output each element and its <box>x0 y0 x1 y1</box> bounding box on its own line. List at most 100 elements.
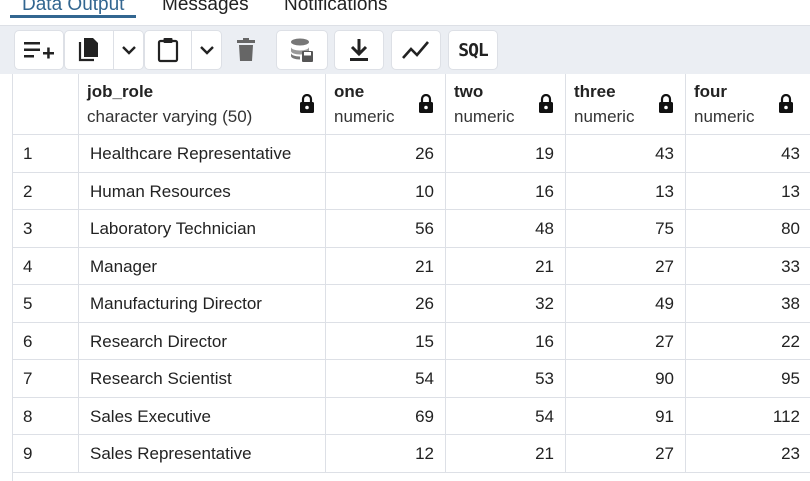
tab-label: Messages <box>162 0 249 15</box>
cell-two[interactable]: 32 <box>446 285 566 323</box>
lock-icon <box>659 94 673 113</box>
cell-three[interactable]: 27 <box>566 435 686 473</box>
cell-two[interactable]: 19 <box>446 135 566 173</box>
cell-four[interactable]: 43 <box>686 135 810 173</box>
delete-button[interactable] <box>222 30 270 70</box>
row-number[interactable]: 2 <box>13 172 79 210</box>
cell-one[interactable]: 10 <box>326 172 446 210</box>
clipboard-icon <box>157 38 179 63</box>
table-row[interactable]: 1 Healthcare Representative 26 19 43 43 <box>13 135 810 173</box>
cell-one[interactable]: 12 <box>326 435 446 473</box>
row-number[interactable]: 8 <box>13 397 79 435</box>
graph-visualiser-button[interactable] <box>391 30 441 70</box>
row-number[interactable]: 3 <box>13 210 79 248</box>
paste-button[interactable] <box>144 30 192 70</box>
copy-dropdown-button[interactable] <box>114 30 144 70</box>
cell-one[interactable]: 26 <box>326 135 446 173</box>
cell-two[interactable]: 21 <box>446 435 566 473</box>
table-row[interactable]: 7 Research Scientist 54 53 90 95 <box>13 360 810 398</box>
cell-four[interactable]: 22 <box>686 323 810 360</box>
cell-three[interactable]: 49 <box>566 285 686 323</box>
cell-two[interactable]: 16 <box>446 172 566 210</box>
column-header-three[interactable]: three numeric <box>566 74 686 135</box>
column-name: one <box>334 82 365 101</box>
cell-job-role[interactable]: Laboratory Technician <box>79 210 326 248</box>
cell-one[interactable]: 26 <box>326 285 446 323</box>
table-row[interactable]: 5 Manufacturing Director 26 32 49 38 <box>13 285 810 323</box>
row-number[interactable]: 5 <box>13 285 79 323</box>
cell-two[interactable]: 54 <box>446 397 566 435</box>
cell-one[interactable]: 56 <box>326 210 446 248</box>
save-data-button[interactable] <box>276 30 328 70</box>
cell-four[interactable]: 112 <box>686 398 810 435</box>
column-header-job-role[interactable]: job_role character varying (50) <box>79 74 326 135</box>
cell-three[interactable]: 90 <box>566 360 686 398</box>
data-grid: job_role character varying (50) one nume… <box>12 74 810 481</box>
cell-four[interactable]: 13 <box>686 173 810 210</box>
table-row[interactable]: 6 Research Director 15 16 27 22 <box>13 322 810 360</box>
tab-notifications[interactable]: Notifications <box>272 0 400 26</box>
row-number[interactable]: 4 <box>13 247 79 285</box>
column-name: two <box>454 82 484 101</box>
cell-one[interactable]: 21 <box>326 247 446 285</box>
cell-one[interactable]: 54 <box>326 360 446 398</box>
row-number-header[interactable] <box>13 74 79 135</box>
column-header-two[interactable]: two numeric <box>446 74 566 135</box>
row-number[interactable]: 9 <box>13 435 79 473</box>
database-save-icon <box>291 38 313 62</box>
column-name: job_role <box>87 82 154 101</box>
cell-two[interactable]: 53 <box>446 360 566 398</box>
cell-two[interactable]: 21 <box>446 247 566 285</box>
line-chart-icon <box>402 41 429 59</box>
tab-messages[interactable]: Messages <box>150 0 261 26</box>
cell-job-role[interactable]: Manager <box>79 247 326 285</box>
cell-four[interactable]: 33 <box>686 248 810 285</box>
cell-job-role[interactable]: Sales Representative <box>79 435 326 473</box>
cell-four[interactable]: 95 <box>686 360 810 398</box>
cell-job-role[interactable]: Human Resources <box>79 172 326 210</box>
cell-job-role[interactable]: Research Director <box>79 322 326 360</box>
paste-dropdown-button[interactable] <box>192 30 222 70</box>
cell-one[interactable]: 69 <box>326 397 446 435</box>
copy-button[interactable] <box>64 30 114 70</box>
cell-job-role[interactable]: Healthcare Representative <box>79 135 326 173</box>
cell-three[interactable]: 75 <box>566 210 686 248</box>
column-header-four[interactable]: four numeric <box>686 74 810 135</box>
row-number[interactable]: 7 <box>13 360 79 398</box>
cell-three[interactable]: 43 <box>566 135 686 173</box>
tab-data-output[interactable]: Data Output <box>10 0 137 26</box>
row-number[interactable]: 1 <box>13 135 79 173</box>
cell-job-role[interactable]: Sales Executive <box>79 397 326 435</box>
cell-two[interactable]: 48 <box>446 210 566 248</box>
data-toolbar: SQL <box>0 26 810 74</box>
trash-icon <box>237 38 255 61</box>
table-row[interactable]: 2 Human Resources 10 16 13 13 <box>13 172 810 210</box>
column-type: numeric <box>694 107 755 126</box>
cell-four[interactable]: 80 <box>686 210 810 248</box>
lock-icon <box>419 94 433 113</box>
cell-four[interactable]: 23 <box>686 435 810 473</box>
row-number[interactable]: 6 <box>13 322 79 360</box>
cell-job-role[interactable]: Research Scientist <box>79 360 326 398</box>
table-row[interactable]: 8 Sales Executive 69 54 91 112 <box>13 397 810 435</box>
cell-four[interactable]: 38 <box>686 285 810 323</box>
download-button[interactable] <box>334 30 384 70</box>
cell-two[interactable]: 16 <box>446 322 566 360</box>
cell-three[interactable]: 27 <box>566 322 686 360</box>
download-icon <box>350 39 368 61</box>
lock-icon <box>539 94 553 113</box>
cell-three[interactable]: 91 <box>566 397 686 435</box>
sql-button[interactable]: SQL <box>448 30 498 70</box>
table-row[interactable]: 4 Manager 21 21 27 33 <box>13 247 810 285</box>
column-header-one[interactable]: one numeric <box>326 74 446 135</box>
chevron-down-icon <box>121 46 136 55</box>
cell-one[interactable]: 15 <box>326 322 446 360</box>
add-row-button[interactable] <box>14 30 64 70</box>
table-row[interactable]: 3 Laboratory Technician 56 48 75 80 <box>13 210 810 248</box>
cell-three[interactable]: 27 <box>566 247 686 285</box>
table-row[interactable]: 9 Sales Representative 12 21 27 23 <box>13 435 810 473</box>
tab-label: Notifications <box>284 0 388 15</box>
cell-job-role[interactable]: Manufacturing Director <box>79 285 326 323</box>
cell-three[interactable]: 13 <box>566 172 686 210</box>
column-type: numeric <box>574 107 635 126</box>
